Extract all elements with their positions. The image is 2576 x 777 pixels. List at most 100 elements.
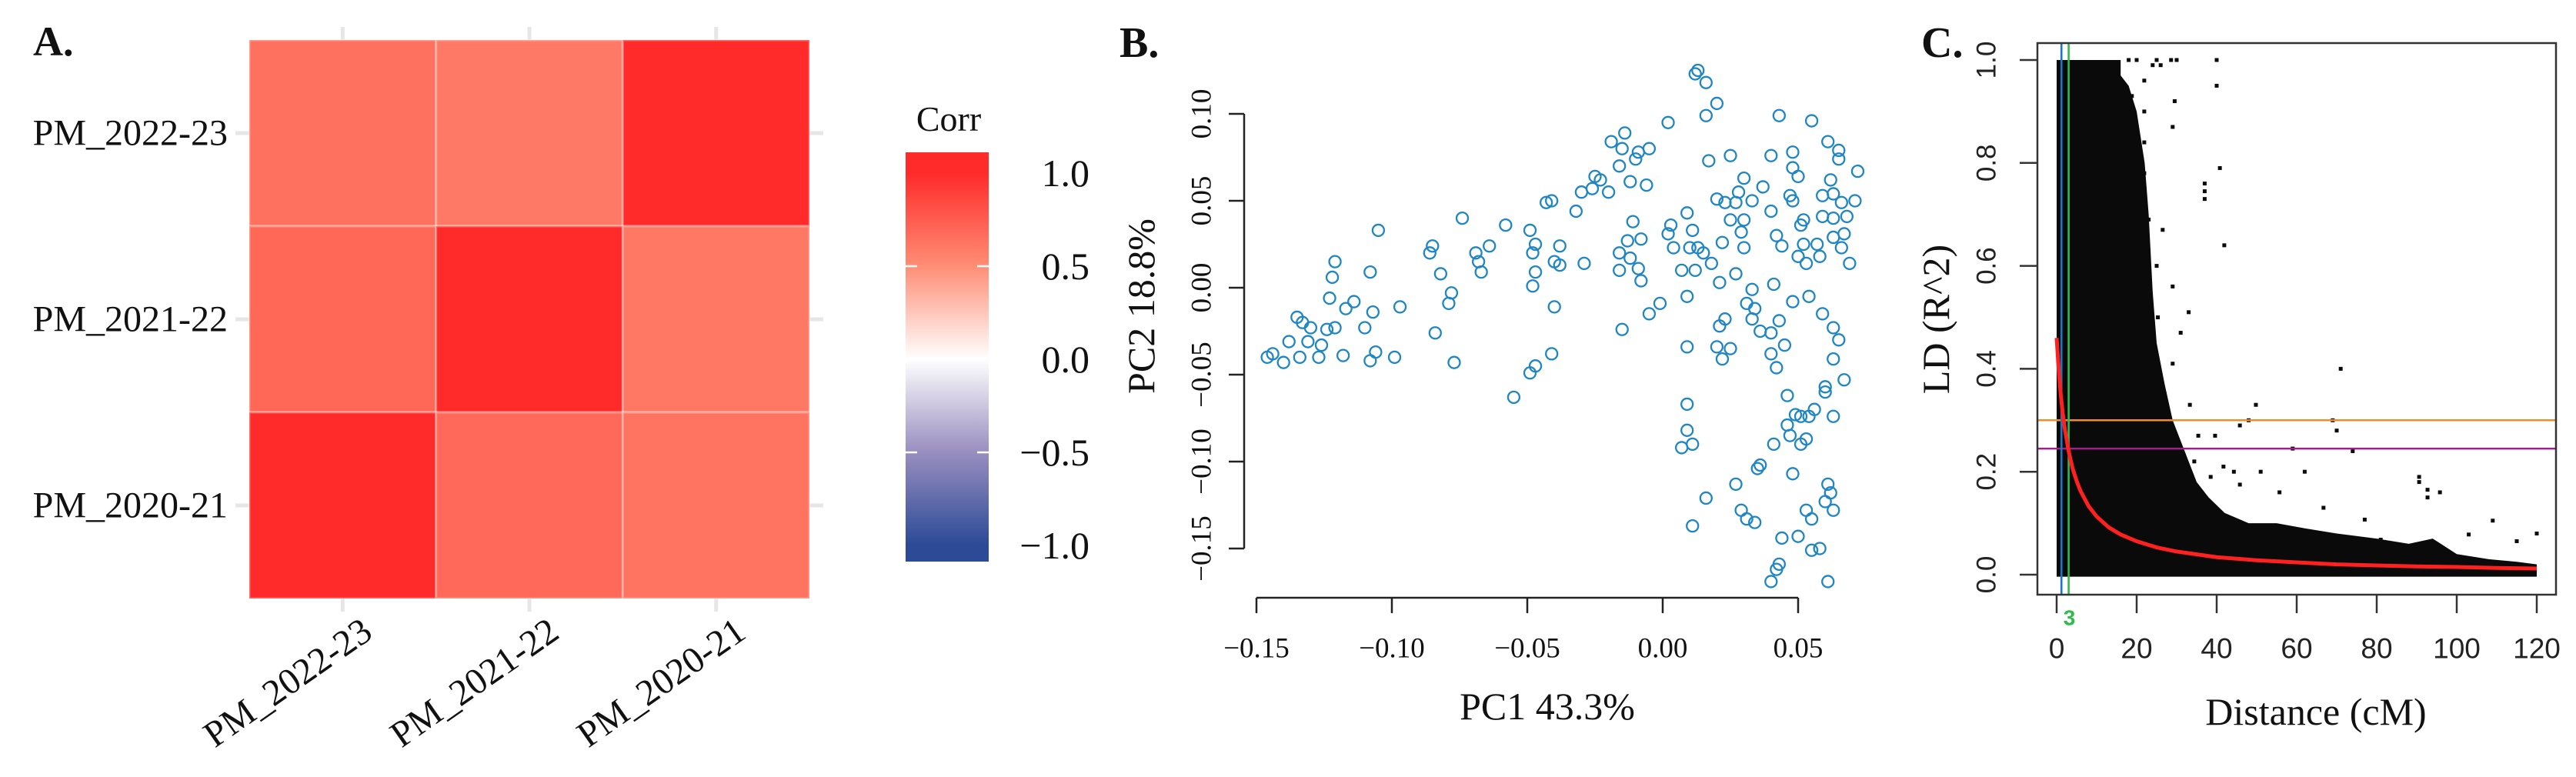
pca-point xyxy=(1371,223,1386,238)
x-tick-label: PM_2020-21 xyxy=(569,610,752,755)
pca-point xyxy=(1339,302,1353,315)
panel-a-heatmap: A.PM_2022-23 PM_2021-22 PM_2020-21PM_2022-… xyxy=(33,18,1089,755)
x-tick-label: 40 xyxy=(2201,633,2232,665)
pca-point xyxy=(1813,542,1827,555)
pca-point xyxy=(1674,263,1689,278)
ld-point xyxy=(2158,63,2163,68)
ld-point xyxy=(2222,243,2227,248)
ld-point xyxy=(2172,99,2177,104)
pca-point xyxy=(1786,467,1800,481)
pca-point xyxy=(1804,512,1819,526)
ld-point xyxy=(2127,58,2131,62)
pca-point xyxy=(1718,312,1732,326)
ld-point xyxy=(2214,58,2219,62)
pca-point xyxy=(1507,390,1521,405)
ld-point xyxy=(2302,469,2307,474)
legend-title: Corr xyxy=(916,99,981,138)
pca-point xyxy=(1697,246,1710,260)
pca-point xyxy=(1680,423,1694,437)
pca-point xyxy=(1593,173,1607,187)
pca-point xyxy=(1799,256,1814,271)
ld-point xyxy=(2171,125,2175,129)
pca-point xyxy=(1791,169,1805,184)
pca-point xyxy=(1553,258,1567,272)
pca-point xyxy=(1804,114,1819,128)
pca-point xyxy=(1737,171,1751,185)
pca-point xyxy=(1816,188,1830,202)
pca-point xyxy=(1764,575,1778,589)
pca-point xyxy=(1623,175,1637,188)
pca-point xyxy=(1821,575,1835,589)
ld-point xyxy=(2142,109,2147,114)
x-tick-label: PM_2022-23 xyxy=(196,610,379,755)
ld-point xyxy=(2161,228,2165,232)
pca-point xyxy=(1320,322,1334,336)
x-tick-label: −0.10 xyxy=(1359,633,1425,665)
ld-point xyxy=(2334,429,2339,433)
pca-point xyxy=(1827,409,1840,423)
pca-point xyxy=(1499,218,1513,232)
ld-point xyxy=(2148,295,2153,299)
y-tick-label: PM_2022-23 xyxy=(33,113,228,154)
heatmap-cell xyxy=(248,411,438,600)
x-tick-label: 80 xyxy=(2361,633,2392,665)
pca-point xyxy=(1753,458,1767,472)
pca-point xyxy=(1574,185,1589,199)
pca-point xyxy=(1428,326,1442,340)
pca-point xyxy=(1613,246,1627,260)
ld-point xyxy=(2254,402,2258,407)
pca-point xyxy=(1363,265,1377,279)
ld-point xyxy=(2258,469,2263,474)
heatmap-cell xyxy=(248,225,438,414)
x-axis-title: PC1 43.3% xyxy=(1460,685,1635,728)
pca-point xyxy=(1740,512,1753,526)
pca-point xyxy=(1433,267,1448,281)
pca-point xyxy=(1688,263,1702,278)
pca-point xyxy=(1366,305,1380,319)
pca-point xyxy=(1715,352,1730,366)
y-tick-label: PM_2020-21 xyxy=(33,485,228,526)
ld-point xyxy=(2174,58,2179,62)
pca-point xyxy=(1634,274,1648,288)
heatmap-cell xyxy=(435,225,624,414)
pca-point xyxy=(1387,350,1402,365)
heatmap-cell xyxy=(621,38,811,228)
pca-point xyxy=(1786,295,1800,308)
pca-point xyxy=(1358,321,1372,335)
x-tick-label: 120 xyxy=(2513,633,2561,665)
pca-point xyxy=(1816,209,1830,223)
pca-point xyxy=(1734,225,1748,239)
pca-point xyxy=(1837,373,1851,387)
pca-point xyxy=(1794,437,1808,452)
pca-point xyxy=(1314,338,1329,352)
pca-point xyxy=(1325,270,1340,285)
pca-point xyxy=(1312,350,1326,365)
ld-point xyxy=(2321,505,2326,510)
pca-point xyxy=(1764,347,1778,361)
ld-point xyxy=(2142,192,2147,196)
pca-point xyxy=(1807,402,1821,416)
pca-point xyxy=(1770,228,1784,242)
pca-point xyxy=(1750,462,1764,475)
ld-point xyxy=(2162,392,2167,397)
x-tick-label: 20 xyxy=(2121,633,2152,665)
pca-point xyxy=(1780,388,1794,402)
distance-marker-label: 3 xyxy=(2064,606,2076,630)
x-tick-label: 0.05 xyxy=(1774,633,1824,665)
pca-point xyxy=(1764,148,1778,162)
pca-point xyxy=(1526,246,1540,260)
pca-point xyxy=(1613,263,1627,278)
ld-point xyxy=(2351,449,2355,453)
ld-point xyxy=(2169,58,2174,62)
y-tick-label: −0.10 xyxy=(1186,429,1218,495)
colorbar xyxy=(906,152,989,562)
pca-point xyxy=(1553,239,1567,253)
pca-point xyxy=(1369,345,1383,359)
pca-point xyxy=(1745,282,1759,296)
y-tick-label: −0.05 xyxy=(1186,342,1218,408)
pca-point xyxy=(1753,324,1767,338)
pca-point xyxy=(1455,211,1470,225)
pca-point xyxy=(1663,218,1678,232)
y-tick-label: −0.15 xyxy=(1186,515,1218,582)
